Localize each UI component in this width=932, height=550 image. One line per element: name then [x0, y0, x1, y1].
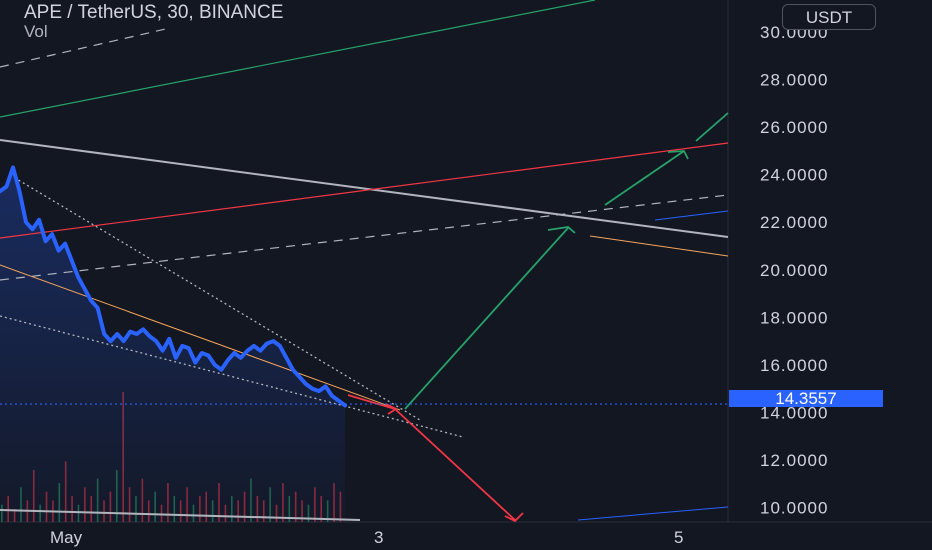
green-up-arrow-2-head	[667, 150, 689, 160]
gray-dashed-channel-line	[0, 194, 729, 281]
blue-short-line-lower	[577, 506, 729, 521]
red-down-arrow-1	[347, 394, 396, 410]
red-down-arrow-1-head	[385, 403, 398, 415]
time-tick-label: 3	[374, 528, 383, 547]
volume-indicator-label[interactable]: Vol	[24, 22, 48, 41]
time-axis[interactable]	[0, 522, 932, 550]
green-up-arrow-2	[604, 150, 685, 206]
orange-short-line	[589, 235, 729, 257]
price-tick-label: 26.0000	[760, 118, 828, 137]
gray-trend-line	[0, 139, 729, 238]
price-tick-label: 18.0000	[760, 308, 828, 327]
bottom-gray-line	[0, 509, 361, 521]
drawings	[0, 0, 729, 523]
green-channel-line	[0, 0, 596, 118]
currency-button[interactable]: USDT	[782, 4, 876, 30]
red-down-arrow-2	[394, 408, 516, 521]
price-tick-label: 14.0000	[760, 404, 828, 423]
price-line	[0, 165, 347, 408]
time-tick-label: May	[50, 528, 83, 547]
price-tick-label: 10.0000	[760, 499, 828, 518]
price-area-fill	[0, 167, 345, 522]
price-tick-label: 22.0000	[760, 213, 828, 232]
blue-short-line-upper	[654, 210, 729, 221]
red-down-arrow-2-head	[504, 512, 524, 523]
time-tick-label: 5	[674, 528, 683, 547]
chart-title[interactable]: APE / TetherUS, 30, BINANCE	[24, 2, 284, 23]
price-axis[interactable]	[728, 0, 932, 522]
time-axis-ticks: May 3 5	[50, 528, 683, 547]
price-tick-label: 28.0000	[760, 70, 828, 89]
green-up-arrow-1	[404, 227, 569, 410]
red-channel-line	[0, 142, 729, 239]
price-tick-label: 12.0000	[760, 451, 828, 470]
orange-trend-line	[0, 264, 401, 411]
price-axis-ticks: 10.0000 12.0000 14.0000 16.0000 18.0000 20.00…	[760, 23, 828, 518]
green-up-arrow-1-head	[547, 226, 576, 234]
last-price-label: 14.3557	[729, 390, 883, 407]
price-tick-label: 16.0000	[760, 356, 828, 375]
price-tick-label: 20.0000	[760, 261, 828, 280]
price-tick-label: 24.0000	[760, 166, 828, 185]
green-up-arrow-3	[695, 112, 729, 142]
gray-dashed-upper-line	[0, 27, 171, 68]
